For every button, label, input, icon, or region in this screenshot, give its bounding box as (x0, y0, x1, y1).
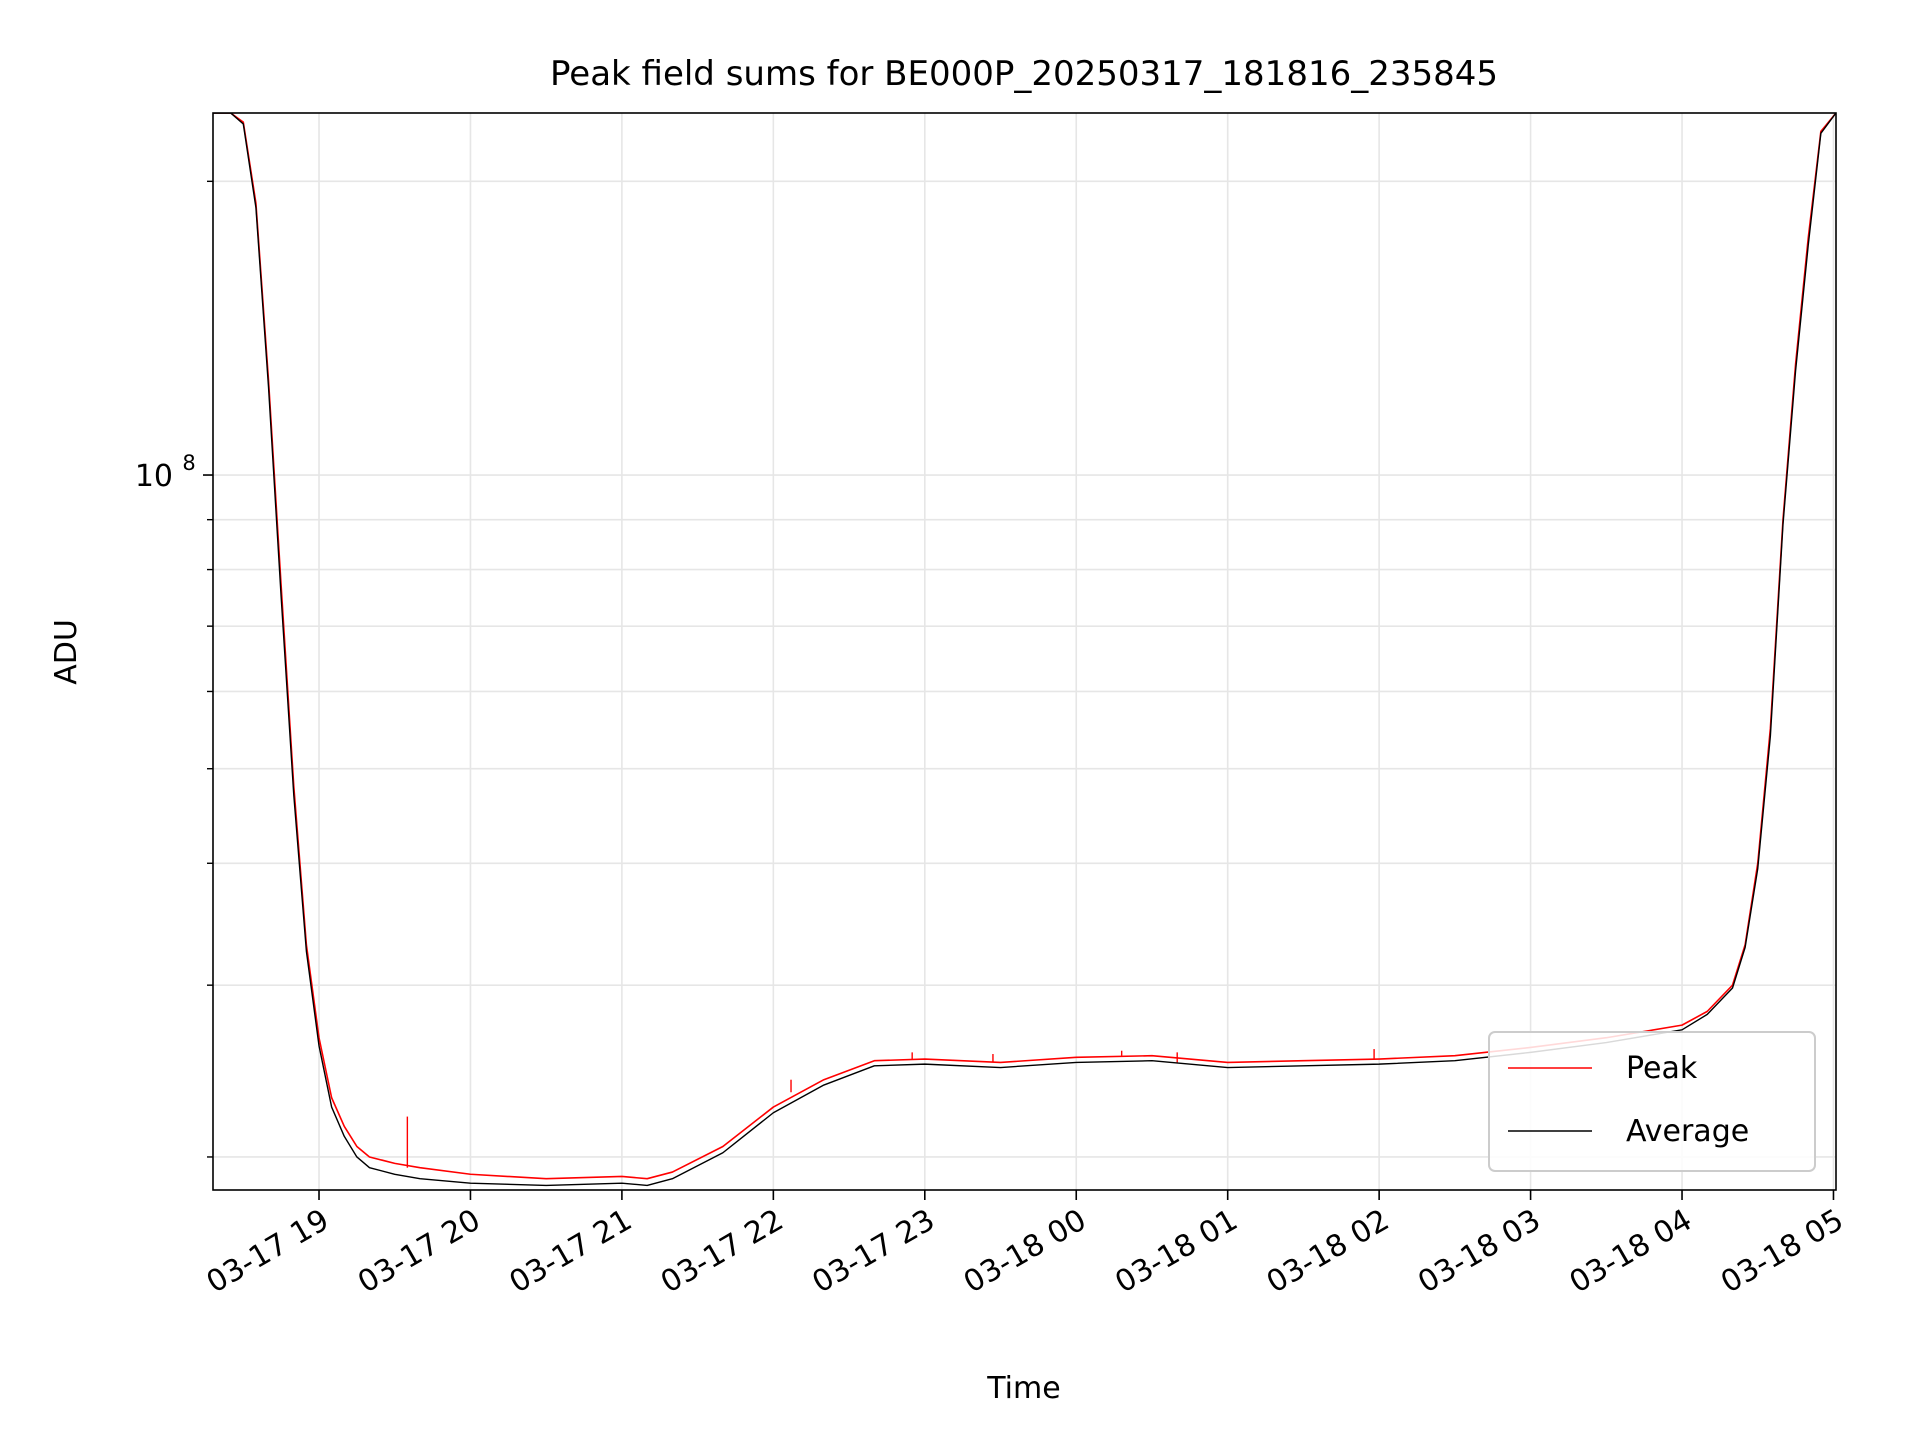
y-axis: 10 8 (135, 180, 213, 1158)
legend: Peak Average (1488, 1031, 1816, 1172)
legend-label-peak: Peak (1626, 1051, 1698, 1086)
legend-box (1488, 1031, 1816, 1172)
x-axis-label: Time (986, 1371, 1060, 1406)
y-axis-label: ADU (49, 619, 84, 685)
plot-frame (212, 112, 1837, 1191)
series-line-average (213, 113, 1836, 1187)
grid (213, 113, 1836, 1190)
chart-title: Peak field sums for BE000P_20250317_1818… (550, 54, 1498, 94)
series-layer (213, 113, 1836, 1187)
legend-label-average: Average (1626, 1114, 1749, 1149)
y-tick-label: 10 (135, 459, 173, 494)
series-line-peak (213, 113, 1836, 1180)
y-tick-label-exponent: 8 (182, 451, 195, 475)
